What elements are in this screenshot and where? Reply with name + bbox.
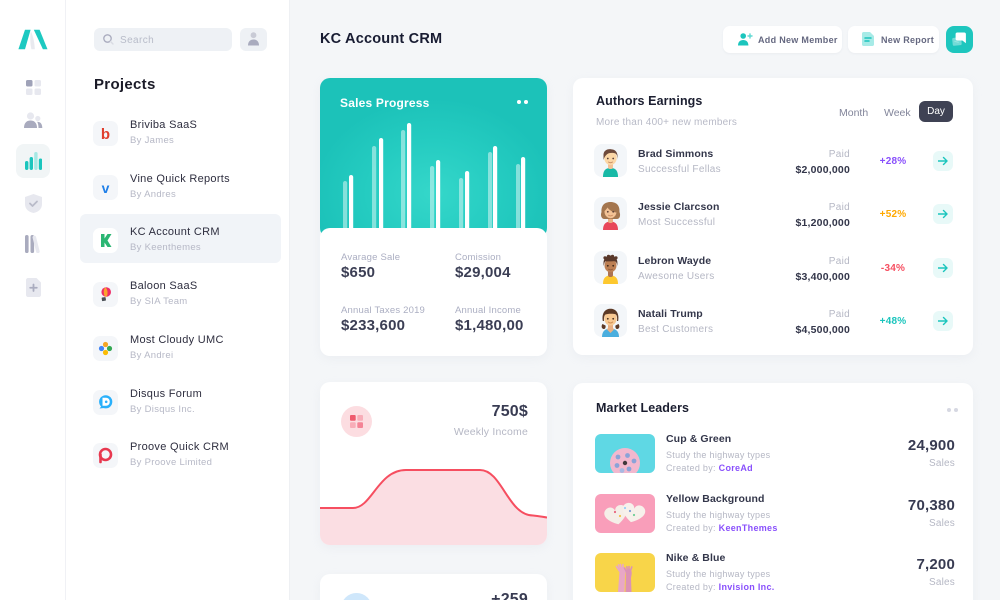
svg-text:v: v xyxy=(102,180,110,196)
svg-text:b: b xyxy=(101,126,110,143)
